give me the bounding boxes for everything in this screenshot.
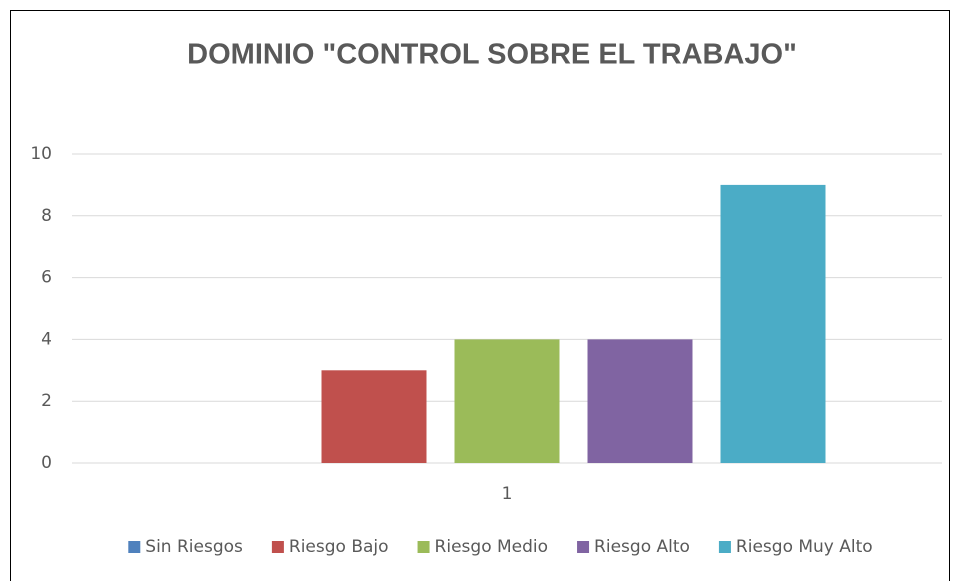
bar bbox=[720, 184, 826, 463]
y-tick-label: 8 bbox=[41, 206, 52, 226]
legend-swatch bbox=[271, 541, 284, 553]
x-tick-label: 1 bbox=[502, 484, 513, 504]
y-tick-label: 6 bbox=[41, 268, 52, 288]
legend-swatch bbox=[417, 541, 430, 553]
y-tick-label: 10 bbox=[30, 144, 52, 164]
legend-label: Riesgo Bajo bbox=[289, 537, 389, 557]
bar bbox=[587, 339, 693, 463]
bar bbox=[454, 339, 560, 463]
legend-swatch bbox=[128, 541, 141, 553]
y-tick-label: 2 bbox=[41, 391, 52, 411]
legend-swatch bbox=[577, 541, 590, 553]
y-tick-label: 4 bbox=[41, 329, 52, 349]
legend-label: Sin Riesgos bbox=[145, 537, 243, 557]
chart-title: DOMINIO "CONTROL SOBRE EL TRABAJO" bbox=[187, 39, 797, 71]
legend-swatch bbox=[718, 541, 731, 553]
y-tick-label: 0 bbox=[41, 453, 52, 473]
legend-label: Riesgo Medio bbox=[435, 537, 549, 557]
legend-label: Riesgo Alto bbox=[594, 537, 690, 557]
bar bbox=[321, 370, 427, 463]
legend-label: Riesgo Muy Alto bbox=[736, 537, 873, 557]
